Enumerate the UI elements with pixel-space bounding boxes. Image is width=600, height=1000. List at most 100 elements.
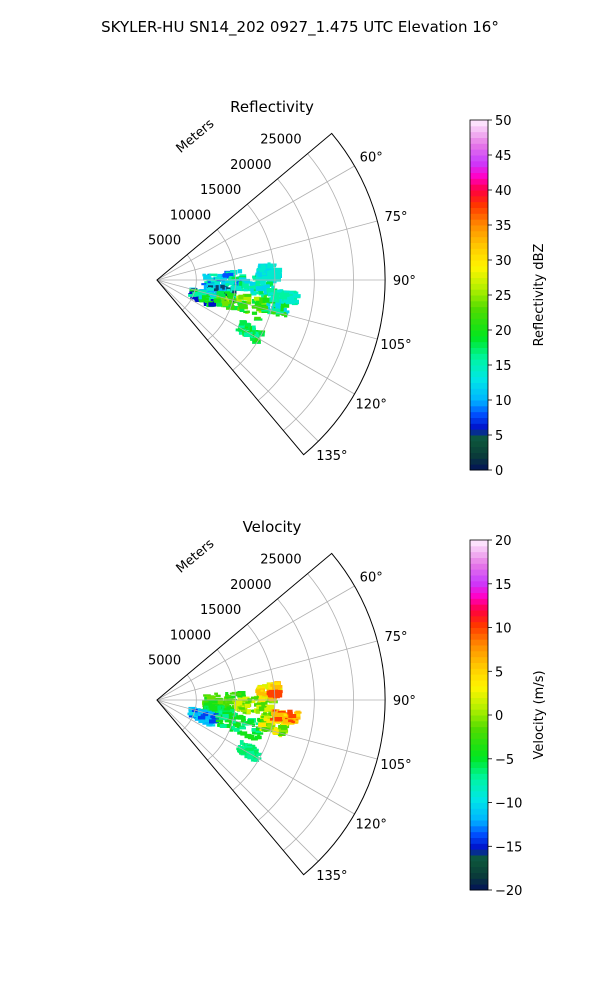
- echo-gate: [271, 720, 276, 726]
- echo-gate: [220, 284, 225, 290]
- radial-tick-label: 15000: [200, 603, 241, 618]
- echo-gate: [252, 277, 256, 281]
- colorbar-segment: [470, 440, 488, 448]
- colorbar-segment: [470, 855, 488, 862]
- colorbar-segment: [470, 230, 488, 238]
- radial-tick-label: 15000: [200, 183, 241, 198]
- echo-gate: [241, 699, 249, 703]
- colorbar-segment: [470, 155, 488, 162]
- echo-gate: [250, 749, 259, 754]
- echo-gate: [188, 712, 196, 716]
- echo-gate: [288, 715, 292, 721]
- echo-gate: [242, 696, 250, 701]
- echo-gate: [264, 693, 269, 697]
- echo-gate: [263, 707, 269, 713]
- echo-gate: [238, 694, 246, 698]
- radial-tick-label: 5000: [148, 654, 181, 669]
- echo-gate: [245, 721, 253, 724]
- echo-gate: [262, 305, 268, 310]
- echo-gate: [209, 302, 215, 307]
- echo-gate: [244, 294, 252, 299]
- echo-gate: [293, 299, 299, 305]
- echo-gate: [260, 280, 266, 286]
- colorbar-segment: [470, 435, 488, 442]
- colorbar-segment: [470, 190, 488, 197]
- echo-gate: [255, 291, 260, 295]
- echo-gate: [229, 701, 238, 705]
- echo-gate: [223, 705, 228, 709]
- echo-gate: [198, 298, 206, 302]
- echo-gate: [258, 292, 267, 296]
- echo-gate: [263, 729, 268, 732]
- colorbar-segment: [470, 242, 488, 249]
- echo-gate: [288, 719, 294, 723]
- echo-cell: [269, 289, 301, 306]
- colorbar-segment: [470, 300, 488, 308]
- echo-gate: [292, 716, 301, 720]
- radial-tick-label: 20000: [230, 578, 271, 593]
- colorbar-segment: [470, 645, 488, 652]
- colorbar-segment: [470, 843, 488, 850]
- colorbar-tick-label: 30: [495, 254, 512, 269]
- echo-gate: [219, 717, 225, 720]
- echo-gate: [224, 701, 230, 705]
- angle-tick-label: 60°: [360, 150, 383, 165]
- colorbar-segment: [470, 347, 488, 354]
- echo-gate: [197, 715, 206, 720]
- echo-gate: [263, 291, 271, 295]
- echo-gate: [237, 694, 242, 697]
- colorbar-tick-label: −5: [495, 753, 514, 768]
- echo-gate: [271, 711, 280, 716]
- echo-gate: [227, 709, 235, 713]
- echo-gate: [278, 712, 284, 717]
- echo-gate: [231, 289, 237, 295]
- echo-gate: [198, 719, 205, 724]
- echo-gate: [280, 292, 290, 297]
- echo-gate: [259, 286, 268, 290]
- echo-gate: [267, 724, 273, 728]
- colorbar-segment: [470, 575, 488, 582]
- colorbar-tick-label: 25: [495, 289, 512, 304]
- echo-gate: [221, 301, 230, 304]
- echo-gate: [288, 714, 297, 718]
- echo-cell: [269, 709, 302, 725]
- echo-gate: [249, 281, 256, 287]
- colorbar-tick-label: 45: [495, 149, 512, 164]
- echo-gate: [271, 692, 277, 696]
- echo-gate: [271, 285, 275, 290]
- echo-gate: [218, 700, 224, 705]
- echo-gate: [257, 305, 262, 311]
- radial-axis-label: Meters: [174, 536, 218, 576]
- colorbar-tick-label: 5: [495, 429, 503, 444]
- echo-gate: [188, 294, 197, 297]
- colorbar-segment: [470, 219, 488, 226]
- range-ring: [207, 649, 236, 761]
- echo-gate: [244, 288, 248, 292]
- echo-layer: [188, 262, 301, 344]
- axes-title: Reflectivity: [230, 98, 314, 116]
- colorbar-segment: [470, 703, 488, 710]
- echo-gate: [272, 298, 277, 302]
- echo-gate: [230, 285, 238, 291]
- echo-gate: [255, 283, 259, 286]
- echo-gate: [216, 705, 222, 711]
- echo-gate: [256, 686, 266, 689]
- echo-gate: [238, 746, 246, 750]
- colorbar-segment: [470, 458, 488, 465]
- echo-gate: [237, 730, 243, 735]
- echo-gate: [225, 283, 230, 287]
- echo-gate: [257, 734, 261, 740]
- echo-gate: [252, 285, 258, 290]
- colorbar-segment: [470, 569, 488, 576]
- colorbar-segment: [470, 610, 488, 617]
- echo-gate: [239, 281, 243, 286]
- colorbar-tick-label: 15: [495, 359, 512, 374]
- echo-gate: [231, 725, 235, 730]
- colorbar-label: Reflectivity dBZ: [532, 244, 547, 347]
- echo-gate: [238, 325, 245, 328]
- echo-gate: [206, 716, 211, 720]
- echo-gate: [210, 295, 216, 300]
- echo-gate: [213, 276, 222, 280]
- echo-gate: [244, 280, 250, 284]
- colorbar-segment: [470, 370, 488, 378]
